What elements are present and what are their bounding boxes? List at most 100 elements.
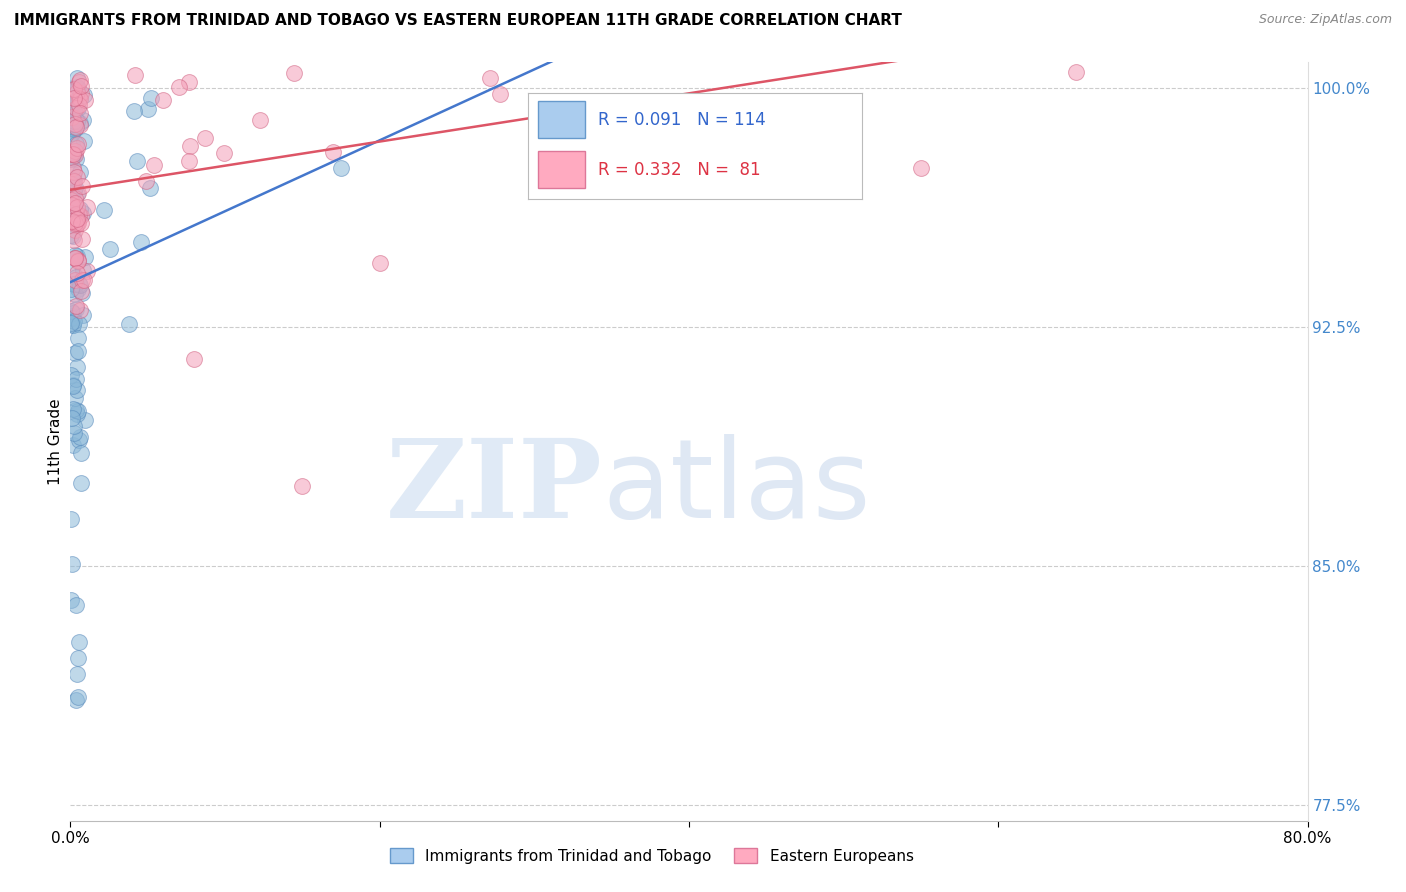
Point — [63, 217, 86, 231]
Point — [66, 651, 89, 665]
Point — [73, 88, 96, 103]
Point — [67, 208, 90, 222]
Point — [66, 404, 89, 418]
Point — [60, 310, 83, 324]
Point — [69, 433, 91, 447]
Point — [65, 101, 87, 115]
Point — [60, 150, 83, 164]
Point — [63, 94, 86, 108]
Point — [76, 264, 98, 278]
Point — [291, 479, 314, 493]
Point — [69, 86, 91, 100]
Point — [67, 252, 90, 267]
Point — [62, 314, 84, 328]
Point — [66, 102, 89, 116]
Point — [93, 203, 115, 218]
Point — [60, 213, 83, 227]
Point — [63, 120, 86, 135]
Point — [62, 96, 84, 111]
Point — [73, 272, 96, 286]
Point — [63, 96, 86, 111]
Point — [65, 299, 87, 313]
Point — [66, 216, 89, 230]
Point — [65, 117, 87, 131]
Point — [60, 147, 83, 161]
Point — [330, 161, 353, 175]
Point — [136, 102, 159, 116]
Point — [62, 161, 84, 175]
Point — [62, 402, 84, 417]
Point — [66, 384, 89, 398]
Point — [62, 318, 84, 332]
Point — [63, 273, 86, 287]
Point — [139, 181, 162, 195]
Point — [63, 117, 86, 131]
Point — [67, 344, 90, 359]
Legend: Immigrants from Trinidad and Tobago, Eastern Europeans: Immigrants from Trinidad and Tobago, Eas… — [384, 842, 920, 870]
Point — [69, 91, 91, 105]
Point — [63, 174, 86, 188]
Point — [70, 209, 93, 223]
Point — [63, 179, 86, 194]
Point — [322, 145, 344, 160]
Point — [63, 91, 86, 105]
Point — [73, 413, 96, 427]
Point — [127, 153, 149, 168]
Point — [167, 80, 190, 95]
Point — [62, 82, 84, 96]
Point — [65, 195, 87, 210]
Point — [63, 392, 86, 406]
Point — [62, 310, 84, 325]
Point — [65, 211, 87, 225]
Point — [63, 117, 86, 131]
Point — [66, 282, 89, 296]
Point — [70, 284, 93, 298]
Point — [66, 212, 89, 227]
Point — [63, 346, 86, 360]
Point — [62, 109, 84, 123]
Point — [66, 407, 89, 421]
Point — [910, 161, 932, 175]
Point — [73, 134, 96, 148]
Point — [67, 98, 90, 112]
Point — [63, 252, 86, 266]
Point — [63, 190, 86, 204]
Point — [179, 139, 201, 153]
Point — [66, 71, 89, 86]
Point — [65, 277, 87, 291]
Point — [62, 306, 84, 320]
Point — [60, 303, 83, 318]
Point — [66, 141, 89, 155]
Point — [63, 111, 86, 125]
Point — [70, 216, 93, 230]
Point — [60, 282, 83, 296]
Point — [70, 179, 93, 194]
Point — [65, 152, 87, 166]
Point — [65, 372, 87, 386]
Point — [62, 184, 84, 198]
Point — [62, 167, 84, 181]
Point — [63, 419, 86, 434]
Point — [142, 158, 165, 172]
Point — [212, 145, 235, 160]
Point — [60, 193, 83, 207]
Point — [283, 66, 305, 80]
Point — [65, 223, 87, 237]
Point — [65, 120, 87, 134]
Point — [62, 277, 84, 291]
Y-axis label: 11th Grade: 11th Grade — [48, 398, 63, 485]
Point — [60, 227, 83, 242]
Point — [66, 667, 89, 681]
Point — [72, 205, 94, 219]
Point — [65, 693, 87, 707]
Point — [63, 114, 86, 128]
Point — [66, 114, 89, 128]
Point — [60, 311, 83, 326]
Point — [179, 154, 201, 169]
Point — [65, 207, 87, 221]
Point — [65, 403, 87, 417]
Point — [66, 80, 89, 95]
Point — [152, 93, 174, 107]
Point — [67, 137, 90, 152]
Point — [72, 309, 94, 323]
